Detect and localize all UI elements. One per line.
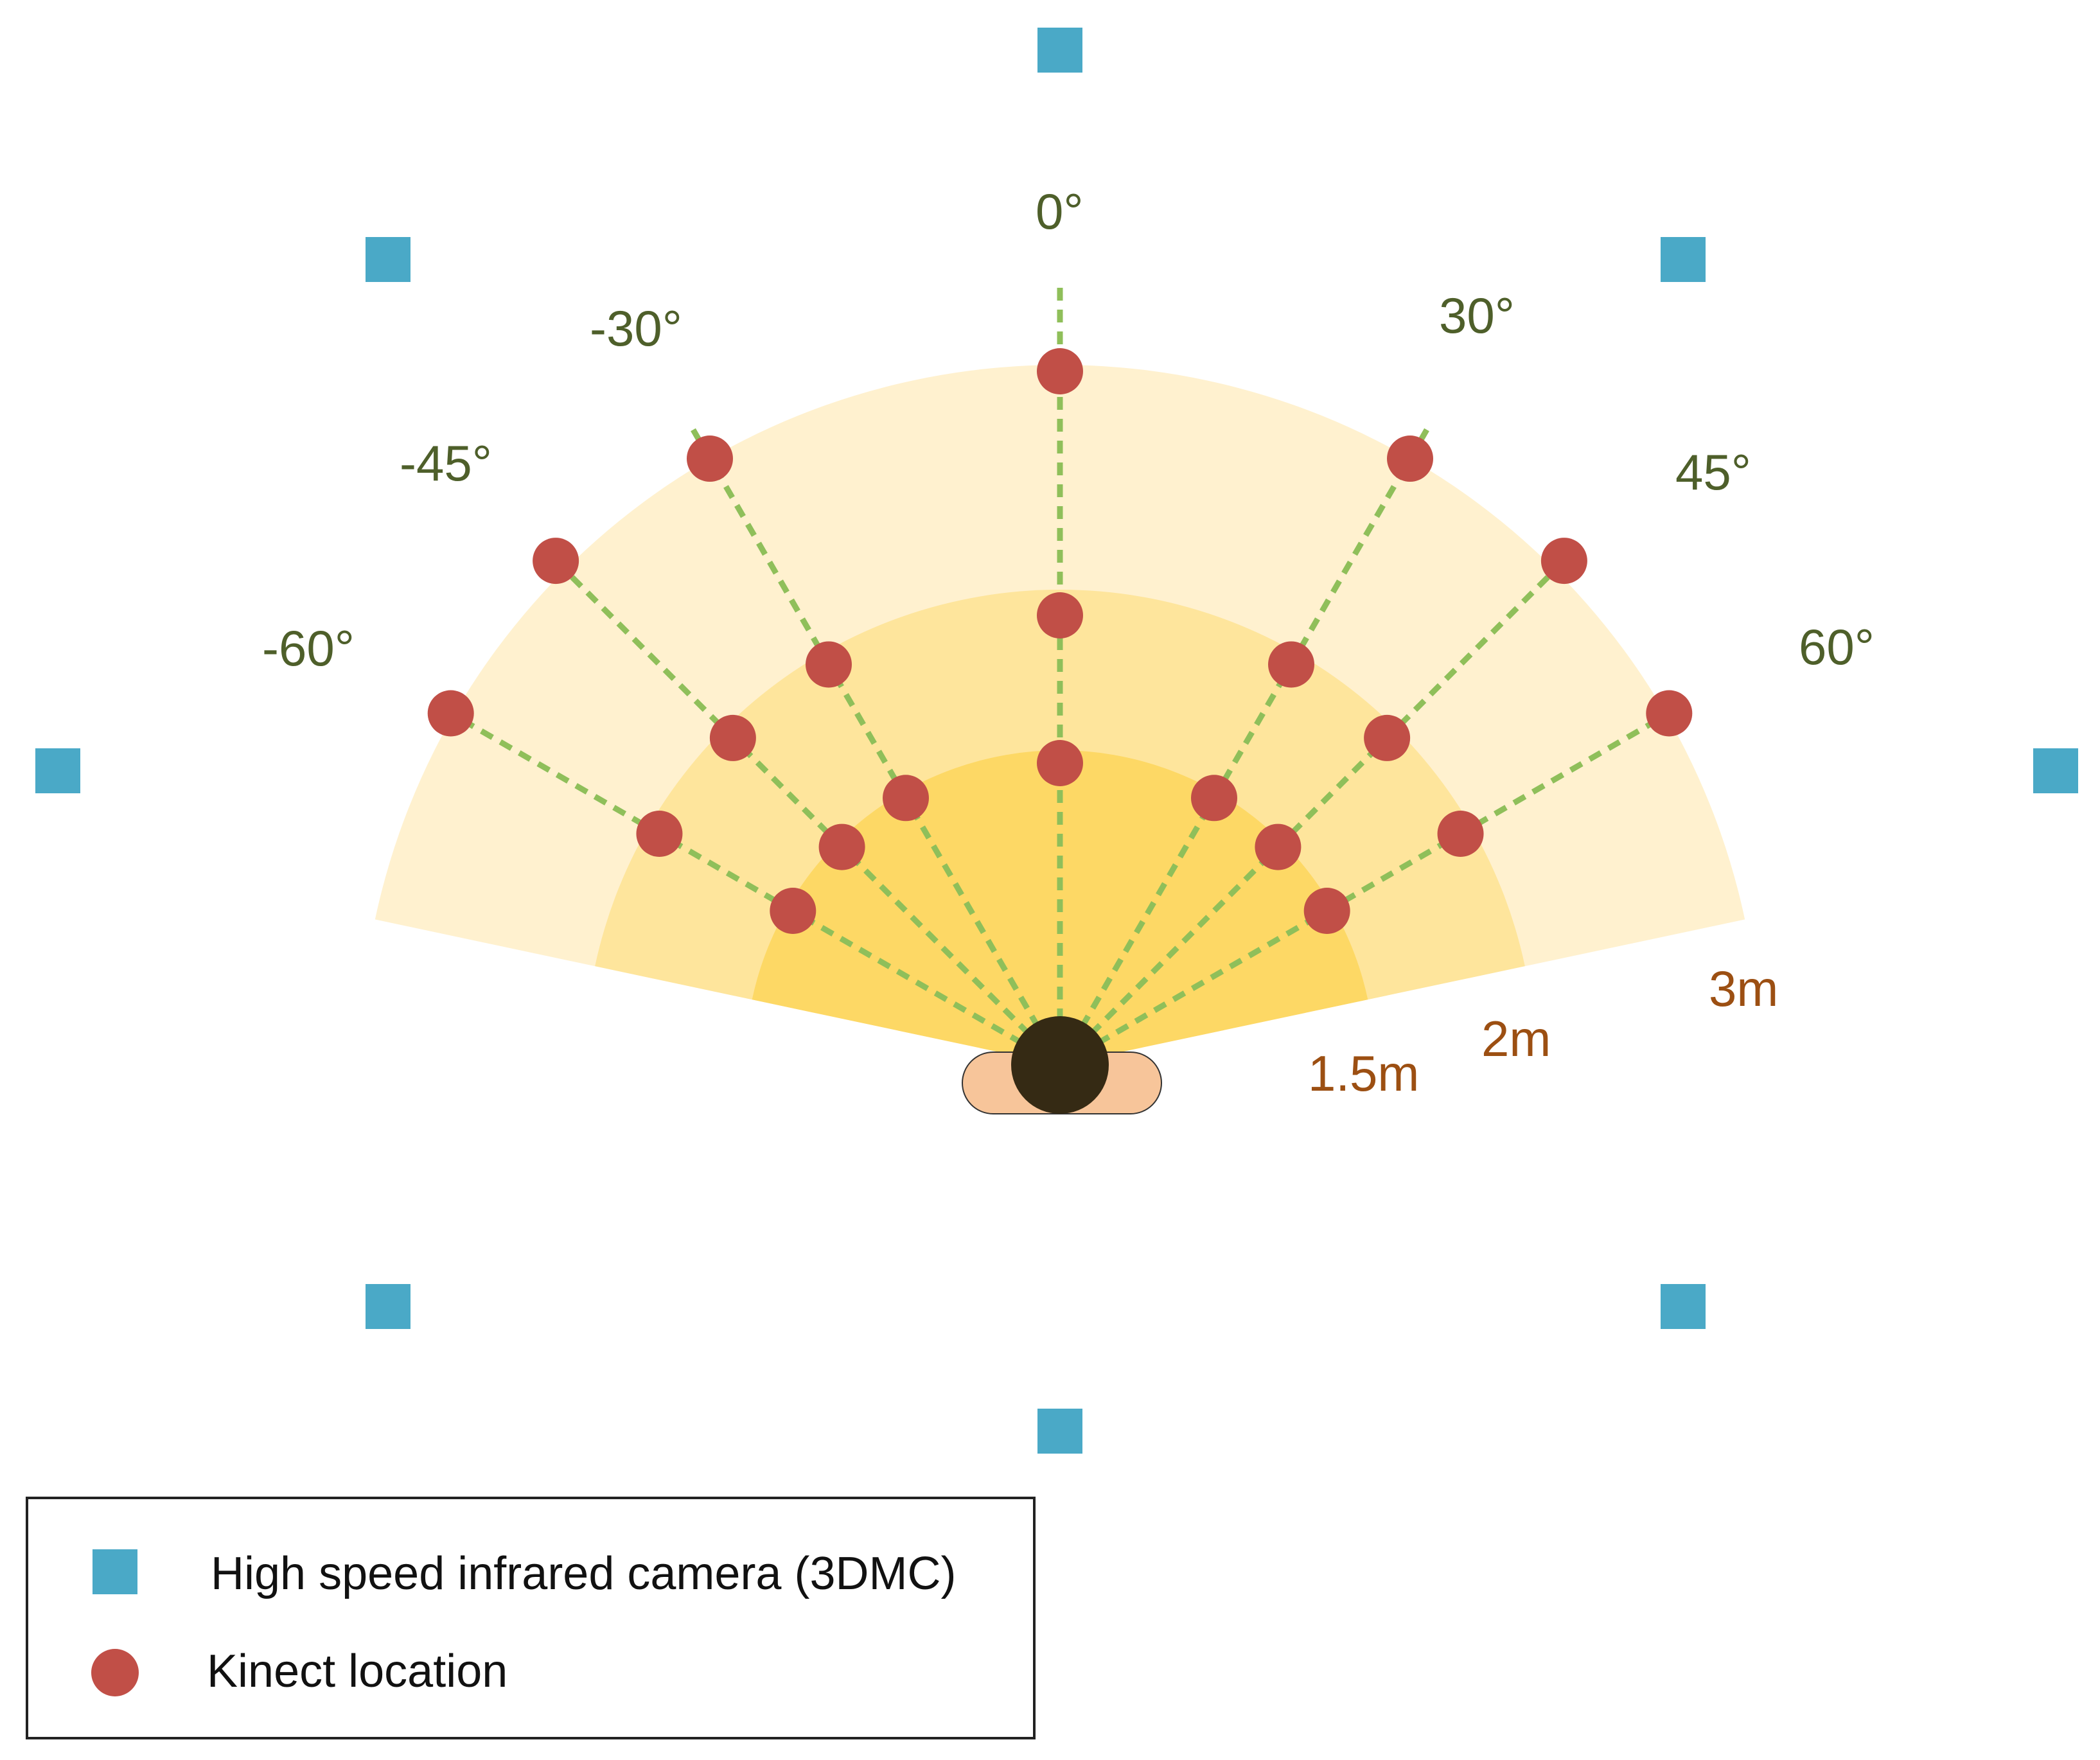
kinect-location-icon xyxy=(1387,436,1433,482)
kinect-markers xyxy=(427,348,1693,934)
camera-square-icon xyxy=(2033,748,2078,793)
angle-labels: -60° -45° -30° 0° 30° 45° 60° xyxy=(262,183,1875,676)
kinect-location-icon xyxy=(1037,592,1083,638)
camera-square-icon xyxy=(1037,1409,1082,1454)
legend-box xyxy=(26,1497,1036,1739)
kinect-legend-label: Kinect location xyxy=(207,1646,507,1697)
kinect-location-icon xyxy=(1364,714,1411,761)
distance-labels: 1.5m 2m 3m xyxy=(1308,960,1778,1102)
ray-neg45 xyxy=(535,540,1063,1068)
kinect-location-icon xyxy=(806,641,852,688)
angle-label-60: 60° xyxy=(1799,619,1875,675)
kinect-location-icon xyxy=(1191,775,1237,822)
subject-head xyxy=(1011,1016,1109,1114)
distance-label-2m: 2m xyxy=(1481,1010,1551,1067)
kinect-location-icon xyxy=(1255,823,1301,870)
angle-label-neg60: -60° xyxy=(262,620,355,676)
angle-label-45: 45° xyxy=(1675,444,1751,500)
kinect-location-icon xyxy=(883,775,929,822)
angle-rays xyxy=(435,281,1685,1068)
subject-figure xyxy=(962,1016,1162,1114)
kinect-location-icon xyxy=(1303,888,1350,934)
camera-square-icon xyxy=(366,237,410,282)
kinect-location-icon xyxy=(1540,538,1587,585)
ray-30 xyxy=(1057,423,1432,1067)
camera-square-icon xyxy=(1661,237,1706,282)
kinect-location-icon xyxy=(1646,690,1693,737)
camera-square-icon xyxy=(1661,1284,1706,1329)
camera-legend-icon xyxy=(93,1549,137,1594)
angle-label-neg30: -30° xyxy=(590,300,682,356)
kinect-location-icon xyxy=(636,811,683,857)
kinect-location-icon xyxy=(709,714,756,761)
angle-label-0: 0° xyxy=(1036,183,1084,240)
camera-markers xyxy=(35,28,2078,1454)
distance-label-1-5m: 1.5m xyxy=(1308,1045,1419,1102)
camera-square-icon xyxy=(35,748,80,793)
ray-neg30 xyxy=(688,423,1063,1067)
kinect-location-icon xyxy=(427,690,474,737)
camera-legend-label: High speed infrared camera (3DMC) xyxy=(211,1548,956,1599)
distance-label-3m: 3m xyxy=(1709,960,1778,1017)
kinect-location-icon xyxy=(1437,811,1484,857)
angle-label-neg45: -45° xyxy=(400,435,492,491)
kinect-location-icon xyxy=(1268,641,1314,688)
camera-square-icon xyxy=(1037,28,1082,73)
ray-neg60 xyxy=(435,703,1062,1068)
kinect-location-icon xyxy=(1037,348,1083,394)
ray-45 xyxy=(1057,540,1585,1068)
ray-60 xyxy=(1058,703,1685,1068)
legend: High speed infrared camera (3DMC) Kinect… xyxy=(26,1497,1036,1739)
angle-label-30: 30° xyxy=(1439,287,1515,344)
camera-square-icon xyxy=(366,1284,410,1329)
kinect-location-icon xyxy=(533,538,579,585)
kinect-location-icon xyxy=(687,436,733,482)
kinect-location-icon xyxy=(818,823,865,870)
kinect-location-icon xyxy=(1037,740,1083,786)
kinect-location-icon xyxy=(770,888,816,934)
kinect-legend-icon xyxy=(91,1649,139,1696)
